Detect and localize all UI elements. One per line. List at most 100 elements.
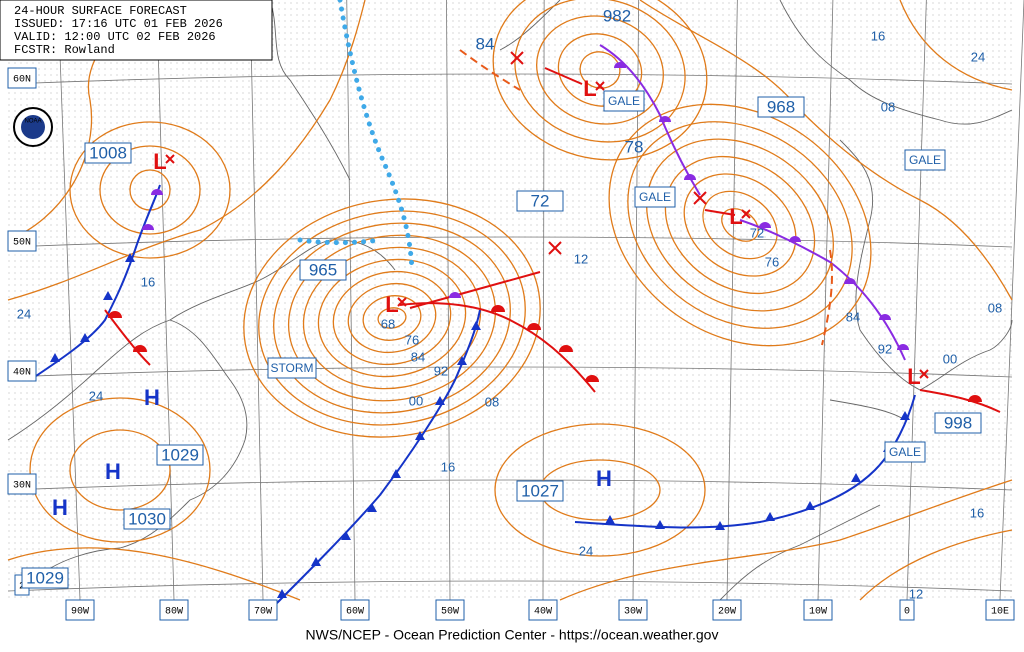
warm-front-semicircle <box>559 345 573 352</box>
longitude-label-box <box>712 599 742 621</box>
forecast-position <box>548 241 562 255</box>
warm-front-semicircle <box>133 345 147 352</box>
center-pressure: 1027 <box>521 481 559 500</box>
warning-label-box <box>904 149 946 171</box>
center-pressure-box <box>21 567 69 589</box>
center-pressure-box <box>84 142 132 164</box>
isobar <box>273 222 511 414</box>
labels: 60N50N40N30N290W80W70W60W50W40W30W20W10W… <box>7 6 1015 621</box>
isobar-label: 00 <box>943 351 957 366</box>
isobar-label: 24 <box>971 49 985 64</box>
center-pressure-box <box>156 444 204 466</box>
forecast-position <box>510 51 524 65</box>
parallel <box>7 479 1013 491</box>
center-pressure: 1029 <box>26 568 64 587</box>
isobar-label: 24 <box>579 543 593 558</box>
center-pressure-box <box>516 190 564 212</box>
header-line: ISSUED: 17:16 UTC 01 FEB 2026 <box>14 17 223 31</box>
isobar <box>302 246 482 390</box>
low-center: L <box>583 76 596 101</box>
cold-front-triangle <box>900 411 910 420</box>
warning-label: STORM <box>270 361 313 375</box>
logo-text: NOAA <box>24 119 41 125</box>
center-pressure: 982 <box>603 6 631 25</box>
isobar-label: 92 <box>434 363 448 378</box>
center-pressure: 1029 <box>161 445 199 464</box>
high-center: H <box>105 459 121 484</box>
isobar <box>639 0 1013 301</box>
meridian <box>57 0 81 601</box>
isobar <box>514 0 686 143</box>
cold-front-triangle <box>125 253 135 262</box>
cold-front-triangle <box>80 333 90 342</box>
occluded-front-symbol <box>759 222 771 228</box>
longitude-label-box <box>159 599 189 621</box>
forecast-position <box>693 191 707 205</box>
longitude-label: 20W <box>718 607 736 618</box>
longitude-label: 70W <box>254 607 272 618</box>
isobar <box>99 145 201 235</box>
isobar-label: 12 <box>909 586 923 601</box>
low-cross <box>919 369 929 379</box>
low-center: L <box>153 149 166 174</box>
isobar <box>377 307 407 329</box>
isobar <box>536 15 664 125</box>
longitude-label-box <box>435 599 465 621</box>
longitude-label: 30W <box>624 607 642 618</box>
meridian <box>156 0 175 601</box>
cold-front-triangle <box>715 521 725 530</box>
warm-front-semicircle <box>968 395 982 402</box>
isobar <box>608 103 872 347</box>
latitude-label-box <box>7 360 37 382</box>
warning-label: GALE <box>889 445 921 459</box>
cold-front-triangle <box>341 531 351 540</box>
isobar-label: 08 <box>485 394 499 409</box>
high-center: H <box>596 466 612 491</box>
longitude-label-box <box>803 599 833 621</box>
warning-label: GALE <box>639 190 671 204</box>
occluded-front-symbol <box>142 224 154 230</box>
center-pressure: 965 <box>309 260 337 279</box>
center-pressure-box <box>516 480 564 502</box>
occluded-front-symbol <box>659 116 671 122</box>
cold-front-triangle <box>103 291 113 300</box>
isobar-label: 84 <box>476 34 495 53</box>
isobar-label: 84 <box>846 309 860 324</box>
isobar-label: 16 <box>141 274 155 289</box>
low-center: L <box>385 292 398 317</box>
cold-front-triangle <box>805 501 815 510</box>
meridian <box>906 0 927 601</box>
longitude-label: 40W <box>534 607 552 618</box>
center-pressure-box <box>934 412 982 434</box>
isobar-label: 08 <box>988 300 1002 315</box>
longitude-label: 60W <box>346 607 364 618</box>
cold-front-triangle <box>391 469 401 478</box>
isobar <box>494 423 706 557</box>
isobar <box>683 173 797 277</box>
warning-label: GALE <box>909 153 941 167</box>
latitude-label: 30N <box>13 481 31 492</box>
isobar-label: 00 <box>409 393 423 408</box>
center-pressure: 968 <box>767 97 795 116</box>
isobar <box>646 138 834 312</box>
isobar-label: 16 <box>970 505 984 520</box>
warm-front-semicircle <box>585 375 599 382</box>
coastlines <box>7 0 1013 601</box>
occluded-front-symbol <box>151 189 163 195</box>
longitude-label-box <box>65 599 95 621</box>
center-pressure: 998 <box>944 413 972 432</box>
isobar-label: 16 <box>441 459 455 474</box>
logo: NOAA <box>13 107 53 147</box>
occluded-front-symbol <box>684 174 696 180</box>
low-cross <box>165 154 175 164</box>
high-center: H <box>144 385 160 410</box>
isobar-label: 76 <box>405 332 419 347</box>
isobar <box>287 234 497 402</box>
latitude-label-box <box>7 67 37 89</box>
occluded-front-symbol <box>897 344 909 350</box>
parallel <box>7 73 1013 85</box>
isobar-label: 72 <box>750 225 764 240</box>
longitude-label: 0 <box>904 607 910 618</box>
